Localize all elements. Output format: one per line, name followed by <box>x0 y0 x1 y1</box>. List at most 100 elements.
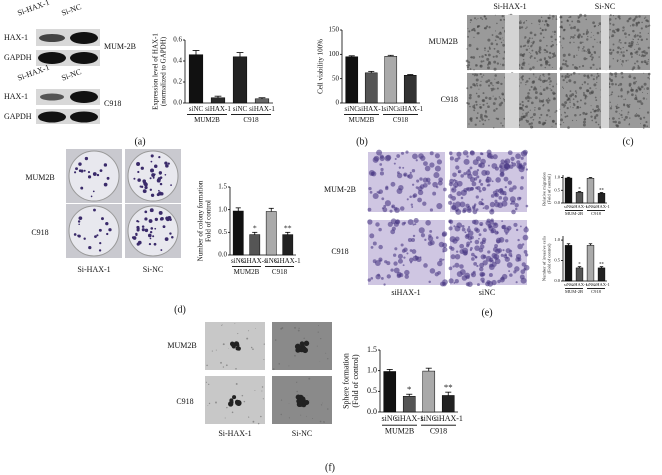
speck <box>647 72 651 76</box>
colony <box>108 228 112 232</box>
row-label: GAPDH <box>4 53 32 62</box>
speck <box>520 82 522 84</box>
speck <box>466 87 469 90</box>
speck <box>617 106 620 109</box>
speck <box>489 201 496 208</box>
speck <box>545 20 547 23</box>
speck <box>528 37 531 40</box>
speck <box>548 61 550 63</box>
speck <box>632 38 634 40</box>
speck <box>567 53 571 57</box>
photo <box>367 149 447 213</box>
speck <box>432 191 437 196</box>
speck <box>480 60 483 63</box>
speck <box>470 246 473 250</box>
speck <box>518 21 522 25</box>
speck <box>576 119 578 121</box>
speck <box>296 381 298 383</box>
speck <box>545 79 548 82</box>
speck <box>564 77 567 79</box>
speck <box>595 121 598 124</box>
speck <box>528 63 530 65</box>
speck <box>496 87 499 90</box>
speck <box>468 30 471 33</box>
panel-label: (e) <box>481 307 492 318</box>
speck <box>484 110 488 113</box>
speck <box>553 97 556 100</box>
speck <box>422 201 427 206</box>
speck <box>598 56 600 58</box>
colony <box>144 185 148 190</box>
speck <box>379 163 383 166</box>
speck <box>396 172 403 179</box>
speck <box>573 54 575 57</box>
bar <box>441 395 455 413</box>
band <box>40 93 64 101</box>
colony <box>80 186 84 190</box>
speck <box>317 331 319 333</box>
speck <box>594 109 597 113</box>
speck <box>582 91 585 94</box>
speck <box>536 60 538 62</box>
speck <box>472 83 476 86</box>
speck <box>490 228 496 234</box>
speck <box>476 32 479 35</box>
colony <box>92 190 95 193</box>
speck <box>512 185 517 190</box>
colony <box>150 227 154 230</box>
speck <box>499 18 502 22</box>
speck <box>539 32 543 35</box>
speck <box>477 94 481 98</box>
colony <box>153 173 156 176</box>
speck <box>490 208 494 212</box>
colony <box>153 164 158 169</box>
speck <box>572 64 574 66</box>
speck <box>412 153 418 160</box>
speck <box>543 79 547 83</box>
bar <box>575 192 584 204</box>
speck <box>372 193 379 200</box>
speck <box>583 81 587 84</box>
speck <box>448 226 453 231</box>
speck <box>274 339 277 341</box>
speck <box>632 18 636 22</box>
speck <box>556 44 558 46</box>
speck <box>644 25 648 28</box>
y-tick-label: 1.0 <box>554 237 560 242</box>
speck <box>638 21 641 24</box>
speck <box>474 73 476 75</box>
y-tick-label: 1.5 <box>218 183 227 191</box>
speck <box>626 93 628 95</box>
speck <box>472 170 479 177</box>
speck <box>511 209 516 215</box>
speck <box>569 94 573 98</box>
x-tick-label: siHAX-1 <box>571 204 588 209</box>
speck <box>583 102 587 105</box>
speck <box>599 110 601 112</box>
error-bar <box>348 55 355 57</box>
speck <box>647 58 650 61</box>
colony <box>170 184 172 186</box>
speck <box>521 62 525 66</box>
speck <box>470 119 473 122</box>
speck <box>475 83 478 85</box>
speck <box>409 249 413 252</box>
speck <box>579 15 581 17</box>
significance: ** <box>284 224 292 233</box>
speck <box>633 34 637 38</box>
speck <box>618 39 621 42</box>
speck <box>633 76 636 80</box>
speck <box>620 51 623 54</box>
speck <box>487 281 494 287</box>
speck <box>636 41 638 43</box>
speck <box>469 93 472 97</box>
speck <box>609 72 612 75</box>
speck <box>248 330 250 332</box>
colony <box>154 227 157 230</box>
speck <box>571 20 574 23</box>
speck <box>393 253 397 257</box>
speck <box>489 81 493 85</box>
speck <box>477 112 479 114</box>
speck <box>429 229 433 233</box>
speck <box>534 91 538 94</box>
